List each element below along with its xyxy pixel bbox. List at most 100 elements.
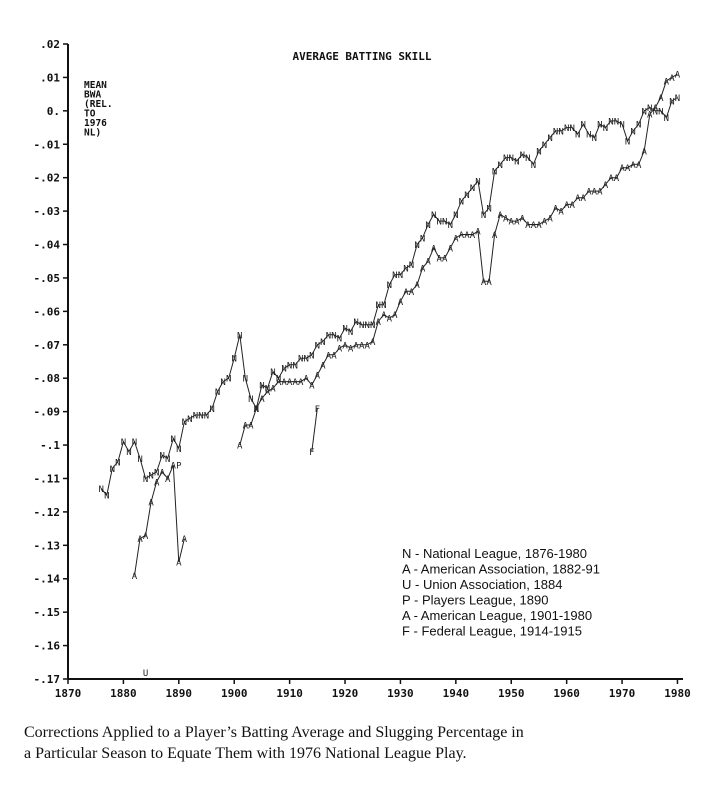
data-point: N	[542, 141, 547, 151]
data-point: N	[475, 178, 480, 188]
data-point: A	[182, 535, 188, 545]
data-point: A	[564, 201, 570, 211]
data-point: A	[331, 351, 337, 361]
data-point: N	[425, 221, 430, 231]
data-point: A	[558, 208, 564, 218]
data-point: N	[276, 375, 281, 385]
x-tick-label: 1940	[443, 687, 470, 700]
data-point: A	[586, 188, 592, 198]
y-axis-label-line: MEAN	[84, 80, 107, 91]
data-point: A	[503, 214, 509, 224]
data-point: A	[642, 147, 648, 157]
data-point: F	[309, 448, 314, 458]
data-point: N	[176, 445, 181, 455]
data-point: A	[531, 221, 537, 231]
data-point: A	[326, 351, 332, 361]
data-point: N	[514, 157, 519, 167]
data-point: A	[669, 74, 675, 84]
data-point: N	[642, 107, 647, 117]
data-point: N	[586, 131, 591, 141]
data-point: N	[409, 261, 414, 271]
data-point: A	[287, 378, 293, 388]
data-point: A	[132, 572, 138, 582]
data-point: N	[625, 137, 630, 147]
data-point: N	[187, 415, 192, 425]
data-point: U	[143, 669, 148, 679]
data-point: N	[204, 411, 209, 421]
data-point: A	[625, 164, 631, 174]
data-point: N	[675, 94, 680, 104]
data-point: A	[403, 288, 409, 298]
data-point: A	[137, 535, 143, 545]
data-point: N	[420, 234, 425, 244]
y-tick-label: -.07	[34, 339, 61, 352]
data-point: A	[425, 258, 431, 268]
data-point: A	[398, 298, 404, 308]
data-point: A	[176, 559, 182, 569]
caption-line-1: Corrections Applied to a Player’s Battin…	[24, 724, 524, 741]
data-point: A	[248, 422, 254, 432]
data-point: N	[520, 151, 525, 161]
data-point: N	[315, 341, 320, 351]
caption-line-2: a Particular Season to Equate Them with …	[24, 745, 467, 762]
data-point: N	[653, 107, 658, 117]
x-tick-label: 1950	[498, 687, 525, 700]
data-point: P	[176, 462, 182, 472]
data-point: N	[226, 375, 231, 385]
data-point: A	[254, 405, 260, 415]
data-point: N	[115, 458, 120, 468]
x-tick-label: 1870	[55, 687, 82, 700]
data-point: N	[265, 385, 270, 395]
legend-entry: F - Federal League, 1914-1915	[402, 624, 582, 639]
data-point: N	[581, 121, 586, 131]
data-point: A	[658, 94, 664, 104]
data-point: N	[232, 355, 237, 365]
data-point: A	[459, 231, 465, 241]
data-point: N	[110, 465, 115, 475]
data-point: N	[492, 168, 497, 178]
data-point: N	[104, 492, 109, 502]
data-point: N	[132, 438, 137, 448]
data-point: N	[392, 271, 397, 281]
y-tick-label: -.13	[34, 539, 61, 552]
data-point: A	[464, 231, 470, 241]
data-point: N	[292, 361, 297, 371]
legend-entry: A - American League, 1901-1980	[402, 608, 592, 623]
data-point: N	[503, 154, 508, 164]
data-point: N	[592, 134, 597, 144]
data-point: N	[664, 114, 669, 124]
data-point: A	[381, 311, 387, 321]
y-tick-label: -.16	[34, 640, 61, 653]
data-point: N	[209, 405, 214, 415]
data-point: N	[564, 124, 569, 134]
data-point: N	[326, 331, 331, 341]
data-point: A	[243, 422, 249, 432]
data-point: A	[320, 361, 326, 371]
data-point: N	[298, 355, 303, 365]
data-point: N	[370, 321, 375, 331]
series-line	[134, 464, 185, 576]
data-point: N	[497, 161, 502, 171]
data-point: N	[159, 452, 164, 462]
data-point: N	[669, 97, 674, 107]
data-point: N	[464, 191, 469, 201]
data-point: N	[237, 331, 242, 341]
series-f: FF	[309, 405, 320, 458]
data-point: A	[353, 341, 359, 351]
figure-caption: Corrections Applied to a Player’s Battin…	[24, 722, 694, 764]
y-tick-label: -.04	[34, 239, 61, 252]
data-point: A	[437, 254, 443, 264]
data-point: N	[304, 355, 309, 365]
data-point: N	[647, 104, 652, 114]
data-point: A	[304, 375, 310, 385]
data-point: A	[237, 442, 243, 452]
data-point: N	[453, 211, 458, 221]
data-point: N	[381, 301, 386, 311]
data-point: A	[414, 281, 420, 291]
data-point: A	[492, 231, 498, 241]
data-point: N	[248, 395, 253, 405]
y-axis-label-line: TO	[84, 109, 96, 120]
data-point: N	[486, 204, 491, 214]
series-line	[100, 97, 678, 497]
